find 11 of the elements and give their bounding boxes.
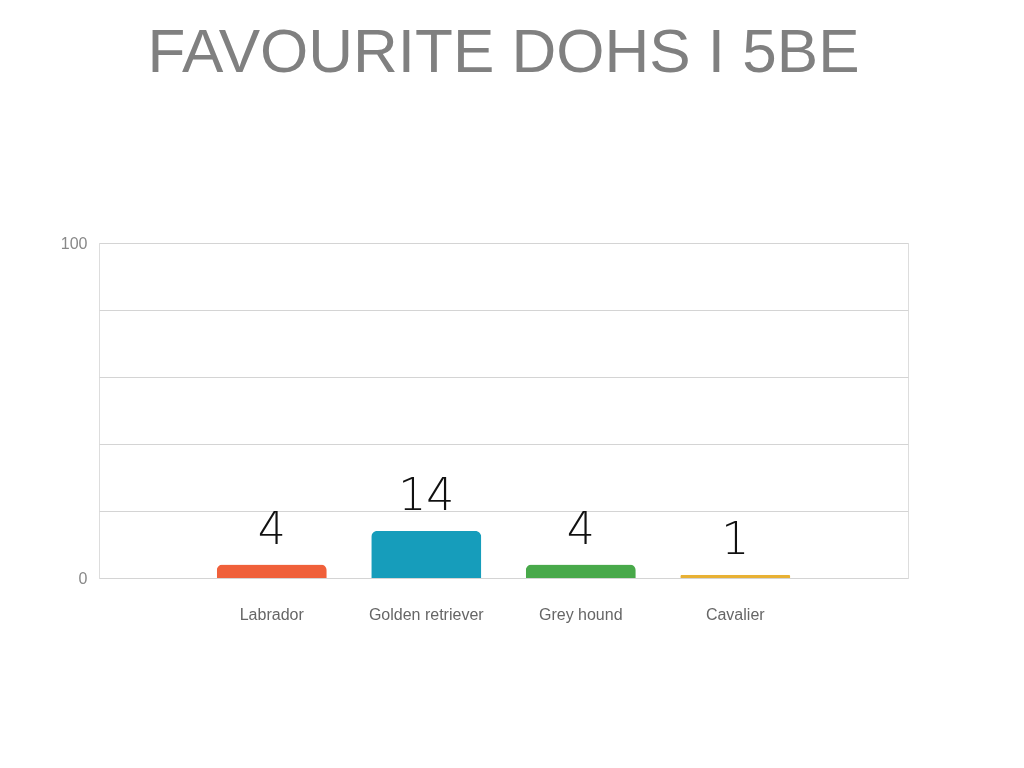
- x-tick-label: Cavalier: [705, 605, 766, 623]
- data-label: 4: [566, 502, 595, 554]
- y-tick-label: 0: [78, 569, 88, 587]
- data-label: 14: [398, 469, 455, 521]
- x-tick-label: Golden retriever: [368, 605, 485, 623]
- x-tick-label: Labrador: [239, 605, 305, 623]
- chart-title: FAVOURITE DOHS I 5BE: [147, 16, 860, 85]
- x-tick-label: Grey hound: [538, 605, 623, 623]
- data-label: 1: [721, 512, 750, 564]
- y-tick-label: 100: [60, 234, 88, 252]
- data-label: 4: [257, 502, 286, 554]
